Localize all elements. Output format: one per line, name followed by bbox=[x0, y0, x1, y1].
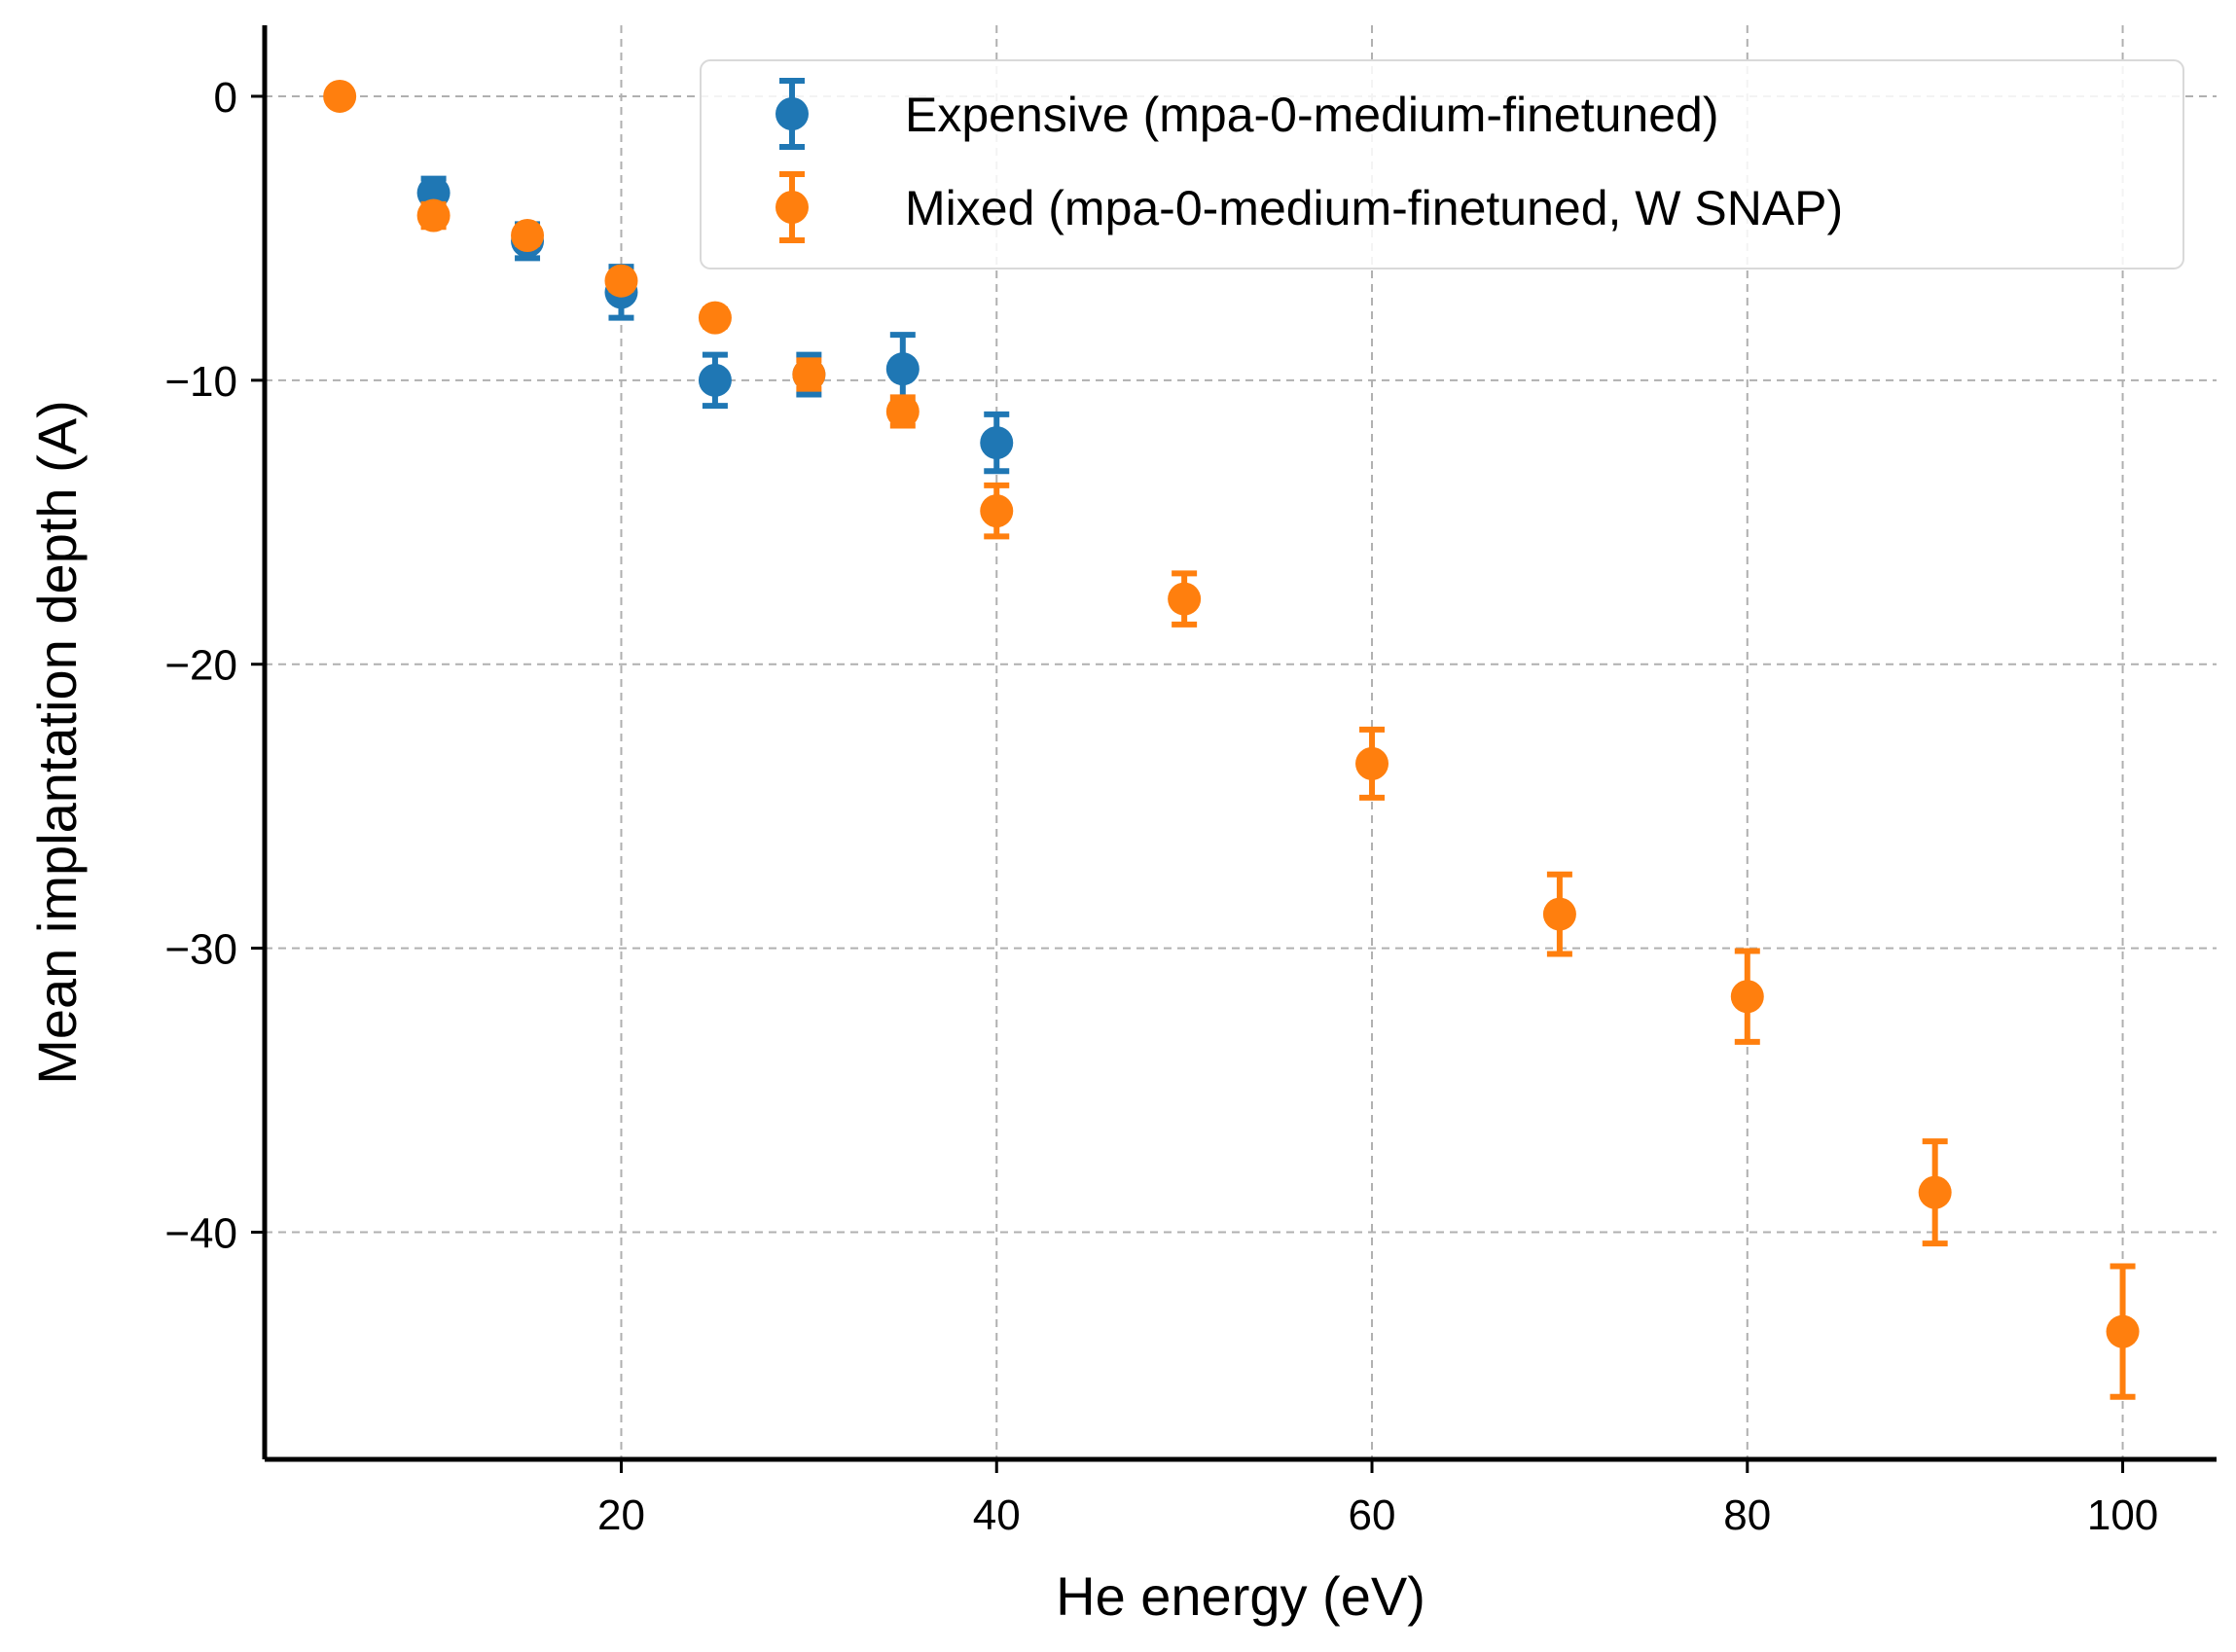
data-point bbox=[1168, 582, 1202, 616]
legend-label: Mixed (mpa-0-medium-finetuned, W SNAP) bbox=[905, 181, 1843, 235]
data-point bbox=[1730, 980, 1764, 1014]
x-tick-label: 60 bbox=[1349, 1491, 1396, 1539]
data-point bbox=[2106, 1314, 2140, 1348]
data-point bbox=[885, 394, 920, 428]
y-axis-label: Mean implantation depth (A) bbox=[26, 400, 88, 1085]
data-point bbox=[511, 218, 545, 252]
axes-layer: 20 40 60 80 100 0 −10 −20 −30 −40 bbox=[164, 25, 2217, 1539]
y-tick-label: 0 bbox=[214, 74, 237, 122]
legend-marker bbox=[775, 97, 809, 130]
data-point bbox=[604, 264, 638, 298]
data-point bbox=[416, 198, 451, 233]
y-tick-label: −30 bbox=[164, 926, 237, 974]
y-tick-label: −10 bbox=[164, 358, 237, 406]
x-tick-label: 20 bbox=[597, 1491, 645, 1539]
data-point bbox=[792, 358, 826, 392]
data-point bbox=[885, 352, 920, 386]
x-tick-label: 100 bbox=[2087, 1491, 2158, 1539]
data-point bbox=[1355, 746, 1389, 780]
data-point bbox=[698, 363, 732, 397]
data-point bbox=[980, 494, 1014, 528]
legend-label: Expensive (mpa-0-medium-finetuned) bbox=[905, 88, 1718, 142]
series-mixed bbox=[323, 79, 2140, 1400]
x-tick-label: 80 bbox=[1723, 1491, 1771, 1539]
y-tick-label: −20 bbox=[164, 642, 237, 690]
x-tick-label: 40 bbox=[973, 1491, 1021, 1539]
marks-layer bbox=[323, 79, 2140, 1400]
data-point bbox=[1542, 897, 1576, 931]
legend-entry: Expensive (mpa-0-medium-finetuned) bbox=[775, 78, 1718, 150]
legend-entry: Mixed (mpa-0-medium-finetuned, W SNAP) bbox=[775, 171, 1843, 243]
legend-box bbox=[700, 59, 2184, 269]
data-point bbox=[980, 426, 1014, 460]
data-point bbox=[416, 176, 451, 210]
legend: Expensive (mpa-0-medium-finetuned) Mixed … bbox=[700, 59, 2184, 269]
data-point bbox=[1918, 1175, 1952, 1209]
x-axis-label: He energy (eV) bbox=[1056, 1565, 1425, 1627]
legend-marker bbox=[775, 191, 809, 224]
data-point bbox=[698, 301, 732, 335]
data-point bbox=[323, 79, 357, 113]
y-tick-label: −40 bbox=[164, 1209, 237, 1257]
